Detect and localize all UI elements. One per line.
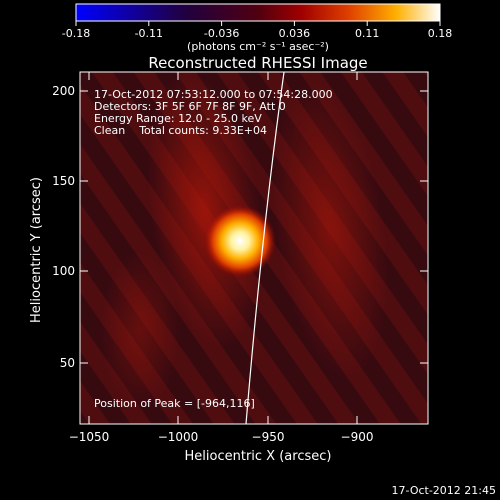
x-tick-label: −1000 xyxy=(158,430,199,444)
plot-frame xyxy=(79,71,429,425)
plot-title: Reconstructed RHESSI Image xyxy=(148,54,367,72)
colorbar-tick-label: 0.11 xyxy=(355,27,380,40)
image-area xyxy=(80,72,428,424)
info-block: 17-Oct-2012 07:53:12.000 to 07:54:28.000… xyxy=(94,88,333,137)
x-axis-label: Heliocentric X (arcsec) xyxy=(185,449,332,464)
flare-peak xyxy=(204,205,276,277)
solar-limb-line xyxy=(245,72,285,424)
info-clean-counts: Clean Total counts: 9.33E+04 xyxy=(94,124,267,137)
colorbar-tick-label: 0.036 xyxy=(279,27,311,40)
colorbar-tick-label: -0.11 xyxy=(135,27,163,40)
x-axis-ticks: −1050 −1000 −950 −900 xyxy=(69,72,374,444)
y-tick-label: 200 xyxy=(52,84,75,98)
y-axis-ticks: 200 150 100 50 xyxy=(52,84,428,370)
x-tick-label: −950 xyxy=(252,430,285,444)
y-tick-label: 50 xyxy=(60,356,75,370)
colorbar-tick-label: -0.18 xyxy=(62,27,90,40)
colorbar-tick-label: 0.18 xyxy=(428,27,453,40)
colorbar-gradient xyxy=(75,3,441,22)
info-energy-range: Energy Range: 12.0 - 25.0 keV xyxy=(94,112,262,125)
timestamp: 17-Oct-2012 21:45 xyxy=(392,484,496,497)
x-tick-label: −1050 xyxy=(69,430,110,444)
peak-position-label: Position of Peak = [-964,116] xyxy=(94,397,255,410)
colorbar-tick-label: -0.036 xyxy=(204,27,239,40)
y-tick-label: 150 xyxy=(52,174,75,188)
colorbar-ticks: -0.18 -0.11 -0.036 0.036 0.11 0.18 xyxy=(62,21,452,40)
info-detectors: Detectors: 3F 5F 6F 7F 8F 9F, Att 0 xyxy=(94,100,286,113)
x-tick-label: −900 xyxy=(341,430,374,444)
colorbar-unit-label: (photons cm⁻² s⁻¹ asec⁻²) xyxy=(187,40,329,53)
y-axis-label: Heliocentric Y (arcsec) xyxy=(29,177,44,323)
info-time-range: 17-Oct-2012 07:53:12.000 to 07:54:28.000 xyxy=(94,88,333,101)
colorbar: -0.18 -0.11 -0.036 0.036 0.11 0.18 (photons c… xyxy=(62,3,452,53)
y-tick-label: 100 xyxy=(52,264,75,278)
